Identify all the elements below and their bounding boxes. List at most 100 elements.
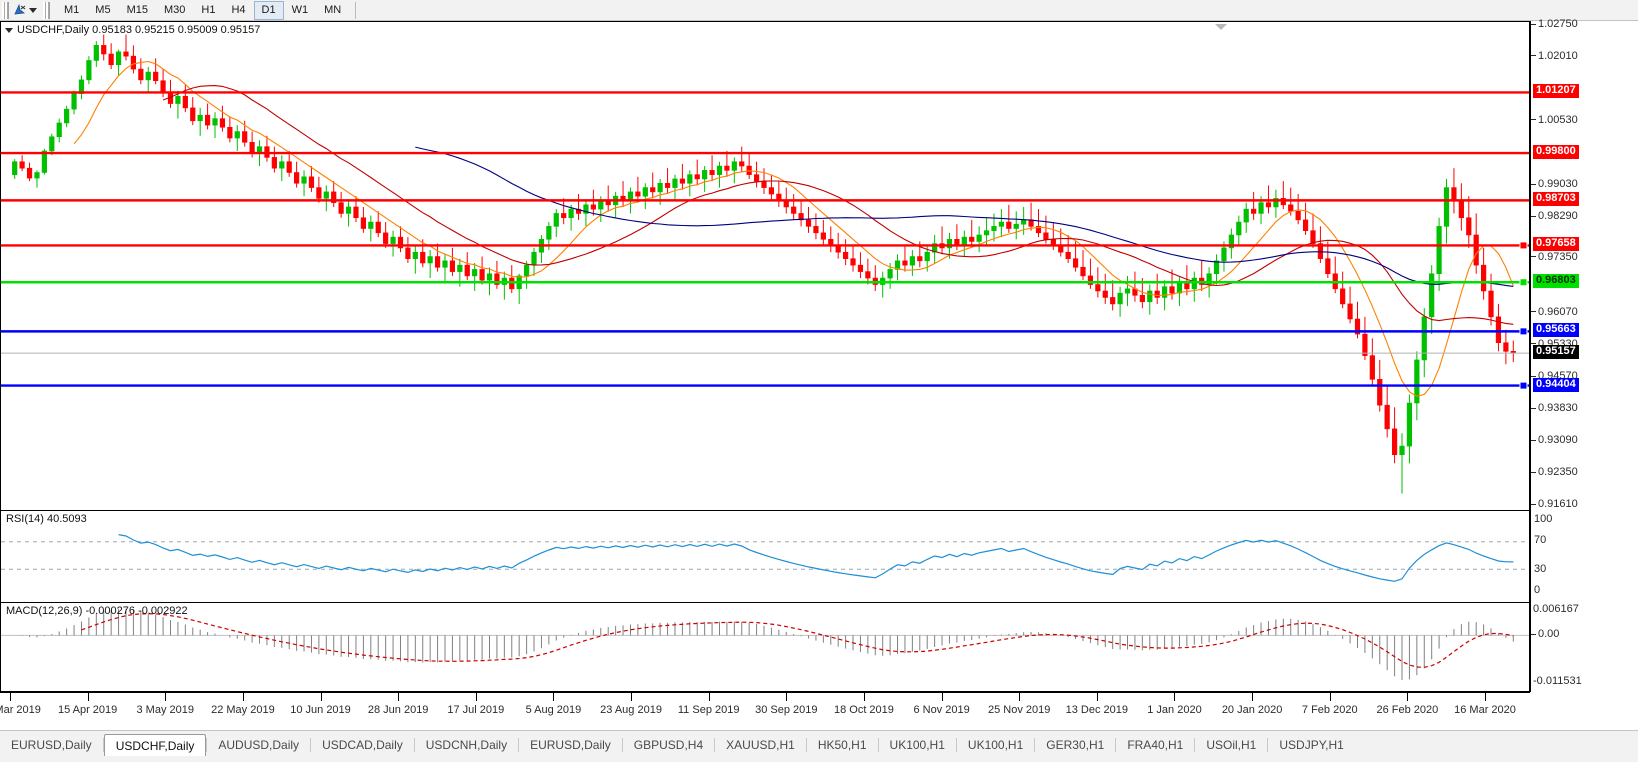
- rsi-axis-tick-label: 70: [1534, 534, 1547, 547]
- date-axis-tick: [1174, 693, 1176, 701]
- chart-tab-usdcad-daily[interactable]: USDCAD,Daily: [322, 738, 403, 752]
- date-axis-label: 20 Jan 2020: [1221, 704, 1283, 716]
- date-axis-label: 25 Nov 2019: [988, 704, 1051, 716]
- chart-tab-usdchf-daily[interactable]: USDCHF,Daily: [103, 734, 207, 756]
- tab-divider: [102, 738, 104, 752]
- tab-divider: [805, 738, 807, 752]
- tab-divider: [413, 738, 415, 752]
- price-axis-tick-label: 0.91610: [1538, 498, 1578, 510]
- price-level-label-green[interactable]: 0.96803: [1533, 274, 1579, 289]
- timeframe-button-m1[interactable]: M1: [64, 4, 80, 16]
- date-axis-tick: [165, 693, 167, 701]
- axis-tick-mark: [1531, 503, 1536, 505]
- price-axis-tick-label: 0.93090: [1538, 434, 1578, 447]
- price-axis-tick-label: 0.96070: [1538, 305, 1578, 318]
- price-level-label-red[interactable]: 1.01207: [1533, 84, 1579, 99]
- chart-tab-eurusd-daily[interactable]: EURUSD,Daily: [11, 738, 92, 752]
- chart-tab-gbpusd-h4[interactable]: GBPUSD,H4: [633, 738, 704, 752]
- axis-tick-mark: [1531, 215, 1536, 217]
- date-axis-label: 3 May 2019: [136, 704, 194, 716]
- timeframe-button-w1[interactable]: W1: [291, 4, 309, 16]
- level-line-handle[interactable]: [1519, 278, 1528, 287]
- chart-tab-hk50-h1[interactable]: HK50,H1: [817, 738, 867, 752]
- date-axis-tick: [1096, 693, 1098, 701]
- tab-divider: [1267, 738, 1269, 752]
- date-axis-tick: [1019, 693, 1021, 701]
- triangle-down-icon[interactable]: [5, 27, 13, 33]
- axis-tick-mark: [1531, 407, 1536, 409]
- timeframe-button-d1[interactable]: D1: [253, 0, 284, 20]
- timeframe-button-m30[interactable]: M30: [163, 4, 186, 16]
- cursor-tool-group[interactable]: [13, 3, 37, 17]
- price-axis[interactable]: 1.02750 1.02010 1.00530 0.99030 0.98290 0.973…: [1530, 18, 1638, 692]
- timeframe-button-h1[interactable]: H1: [201, 4, 216, 16]
- price-axis-tick: 0.97350: [1531, 251, 1578, 263]
- price-level-label-blue[interactable]: 0.95663: [1533, 323, 1579, 338]
- chart-tab-xauusd-h1[interactable]: XAUUSD,H1: [726, 738, 795, 752]
- tab-divider: [310, 738, 312, 752]
- moving-average-overlays: [73, 60, 1514, 397]
- price-axis-tick: 1.00530: [1531, 114, 1578, 126]
- date-axis-label: 23 Aug 2019: [600, 704, 662, 716]
- chart-tab-uk100-h1[interactable]: UK100,H1: [967, 738, 1024, 752]
- date-axis-tick: [1252, 693, 1254, 701]
- axis-tick-mark: [1531, 119, 1536, 121]
- rsi-indicator-panel[interactable]: RSI(14) 40.5093: [0, 510, 1530, 603]
- price-level-label-red[interactable]: 0.99800: [1533, 145, 1579, 160]
- price-axis-tick-label: 0.92350: [1538, 466, 1578, 479]
- macd-indicator-panel[interactable]: MACD(12,26,9) -0.000276 -0.002922: [0, 602, 1530, 692]
- rsi-axis-tick: 100: [1531, 513, 1552, 525]
- chart-tab-eurusd-daily[interactable]: EURUSD,Daily: [530, 738, 611, 752]
- chart-tab-usdcnh-daily[interactable]: USDCNH,Daily: [425, 738, 508, 752]
- axis-tick-mark: [1531, 439, 1536, 441]
- chart-tab-usdjpy-h1[interactable]: USDJPY,H1: [1279, 738, 1344, 752]
- price-axis-tick: 0.98290: [1531, 210, 1578, 222]
- price-level-label-red[interactable]: 0.98703: [1533, 192, 1579, 207]
- level-line-handle[interactable]: [1519, 241, 1528, 250]
- level-line-handle[interactable]: [1519, 381, 1528, 390]
- macd-axis-tick: -0.011531: [1531, 675, 1582, 687]
- timeframe-button-h4[interactable]: H4: [231, 4, 246, 16]
- timeframe-button-m5[interactable]: M5: [95, 4, 111, 16]
- price-chart-panel[interactable]: USDCHF,Daily 0.95183 0.95215 0.95009 0.9…: [0, 21, 1530, 511]
- date-axis[interactable]: 27 Mar 2019 15 Apr 2019 3 May 2019 22 May 2…: [0, 692, 1530, 730]
- rsi-axis-tick: 0: [1531, 584, 1540, 596]
- date-axis-tick: [398, 693, 400, 701]
- price-level-label-red[interactable]: 0.97658: [1533, 237, 1579, 252]
- cursor-crosshair-icon[interactable]: [13, 3, 27, 17]
- date-axis-label: 17 Jul 2019: [447, 704, 505, 716]
- macd-histogram: [21, 608, 1514, 681]
- date-axis-label: 18 Oct 2019: [833, 704, 894, 716]
- toolbar-separator: [43, 1, 50, 19]
- date-axis-tick: [1407, 693, 1409, 701]
- date-axis-tick: [786, 693, 788, 701]
- tab-divider: [1115, 738, 1117, 752]
- chart-tab-ger30-h1[interactable]: GER30,H1: [1046, 738, 1105, 752]
- chart-area: USDCHF,Daily 0.95183 0.95215 0.95009 0.9…: [0, 18, 1638, 730]
- scroll-position-marker[interactable]: [1215, 24, 1227, 30]
- price-axis-tick: 0.96070: [1531, 306, 1578, 318]
- timeframe-button-mn[interactable]: MN: [324, 4, 342, 16]
- toolbar-drag-handle[interactable]: [2, 1, 9, 19]
- chart-tab-bar: EURUSD,Daily USDCHF,Daily AUDUSD,Daily USDC…: [0, 730, 1638, 762]
- rsi-axis-tick: 30: [1531, 563, 1546, 575]
- date-axis-tick: [475, 693, 477, 701]
- price-level-label-black[interactable]: 0.95157: [1533, 345, 1579, 360]
- price-plot: [1, 34, 1529, 494]
- macd-axis-tick-label: -0.011531: [1533, 675, 1582, 687]
- price-level-label-blue[interactable]: 0.94404: [1533, 377, 1579, 392]
- date-axis-label: 6 Nov 2019: [913, 704, 970, 716]
- chart-tab-usoil-h1[interactable]: USOil,H1: [1206, 738, 1257, 752]
- axis-tick-mark: [1531, 55, 1536, 57]
- date-axis-tick: [941, 693, 943, 701]
- chevron-down-icon[interactable]: [29, 7, 37, 13]
- rsi-axis-tick: 70: [1531, 534, 1546, 546]
- chart-tab-uk100-h1[interactable]: UK100,H1: [889, 738, 945, 752]
- level-line-handle[interactable]: [1519, 327, 1528, 336]
- chart-tab-fra40-h1[interactable]: FRA40,H1: [1127, 738, 1184, 752]
- timeframe-button-m15[interactable]: M15: [126, 4, 148, 16]
- tab-divider: [877, 738, 879, 752]
- date-axis-label: 15 Apr 2019: [57, 704, 118, 716]
- price-axis-tick-label: 1.02010: [1538, 49, 1578, 62]
- chart-tab-audusd-daily[interactable]: AUDUSD,Daily: [218, 738, 300, 752]
